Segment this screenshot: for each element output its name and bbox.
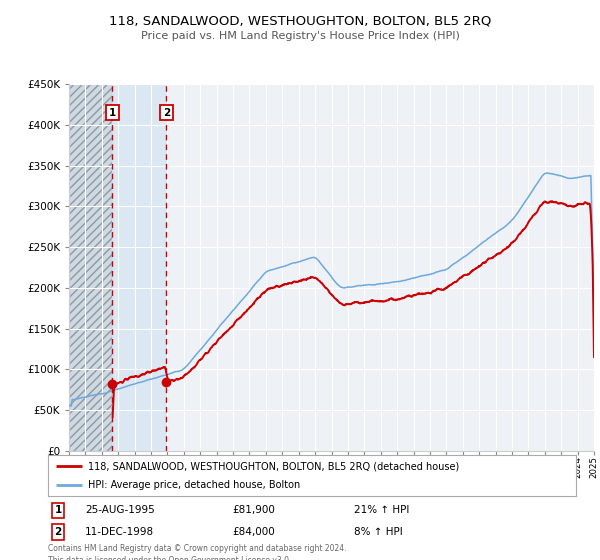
Text: 11-DEC-1998: 11-DEC-1998 — [85, 527, 154, 537]
Bar — [69, 84, 112, 451]
Text: 2: 2 — [163, 108, 170, 118]
Text: 1: 1 — [109, 108, 116, 118]
Text: Contains HM Land Registry data © Crown copyright and database right 2024.
This d: Contains HM Land Registry data © Crown c… — [48, 544, 347, 560]
Text: 25-AUG-1995: 25-AUG-1995 — [85, 505, 155, 515]
Bar — [112, 84, 166, 451]
Text: 118, SANDALWOOD, WESTHOUGHTON, BOLTON, BL5 2RQ (detached house): 118, SANDALWOOD, WESTHOUGHTON, BOLTON, B… — [88, 461, 459, 471]
Text: 2: 2 — [55, 527, 62, 537]
Text: £81,900: £81,900 — [233, 505, 275, 515]
Text: 8% ↑ HPI: 8% ↑ HPI — [354, 527, 403, 537]
Text: Price paid vs. HM Land Registry's House Price Index (HPI): Price paid vs. HM Land Registry's House … — [140, 31, 460, 41]
Text: HPI: Average price, detached house, Bolton: HPI: Average price, detached house, Bolt… — [88, 480, 300, 489]
Text: 118, SANDALWOOD, WESTHOUGHTON, BOLTON, BL5 2RQ: 118, SANDALWOOD, WESTHOUGHTON, BOLTON, B… — [109, 14, 491, 27]
Text: 1: 1 — [55, 505, 62, 515]
Bar — [69, 84, 112, 451]
Text: £84,000: £84,000 — [233, 527, 275, 537]
Text: 21% ↑ HPI: 21% ↑ HPI — [354, 505, 410, 515]
